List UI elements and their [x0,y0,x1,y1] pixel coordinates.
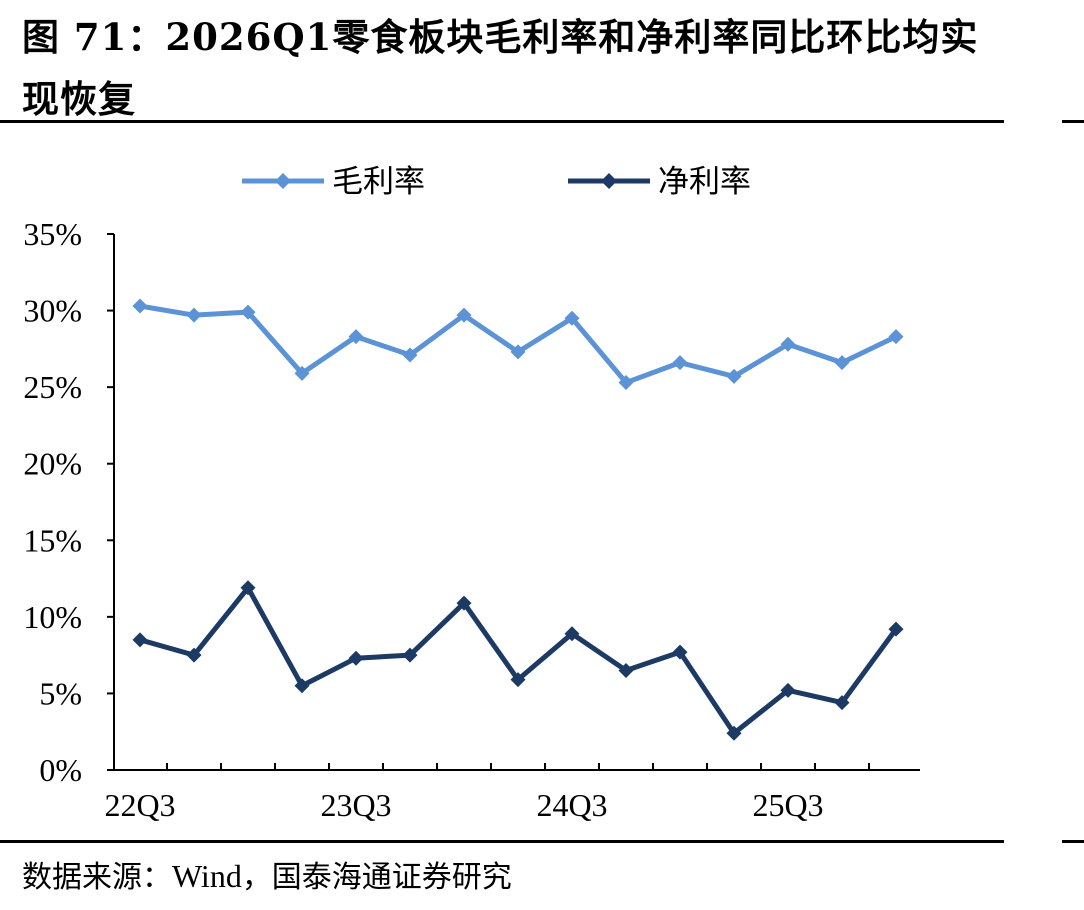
legend-swatch-marker [275,173,291,189]
data-point [456,595,472,611]
data-point [348,329,364,345]
data-point [132,632,148,648]
data-point [402,647,418,663]
data-point [402,347,418,363]
y-tick-label: 0% [39,752,82,788]
legend-swatch-marker [601,173,617,189]
axes: 0% 5% 10% 15% 20% 25% 30% 35% 22Q3 23Q3 24Q3 25Q3 [23,216,920,823]
y-tick-label: 35% [23,216,82,252]
data-point [564,310,580,326]
x-tick-label: 25Q3 [752,787,823,823]
top-rule-right [1062,120,1084,123]
top-rule [0,120,1004,123]
y-tick-label: 30% [23,293,82,329]
data-point [132,298,148,314]
data-point [456,307,472,323]
legend: 毛利率 净利率 [242,164,751,200]
legend-item-1: 毛利率 [242,164,425,200]
data-point [780,682,796,698]
legend-item-2: 净利率 [568,164,751,200]
legend-label: 毛利率 [332,164,425,200]
y-tick-label: 10% [23,599,82,635]
data-point [888,329,904,345]
source-note: 数据来源：Wind，国泰海通证券研究 [22,852,512,896]
y-tick-label: 20% [23,446,82,482]
data-point [564,626,580,642]
data-point [186,647,202,663]
data-point [672,355,688,371]
data-point [834,695,850,711]
data-point [240,304,256,320]
series-layer [132,298,904,741]
y-tick-label: 15% [23,522,82,558]
source-prefix: 数据来源： [22,860,172,895]
series-line [139,585,899,736]
y-tick-label: 25% [23,369,82,405]
series-2 [132,580,904,741]
data-point [348,650,364,666]
data-point [240,580,256,596]
data-point [888,621,904,637]
bottom-rule-right [1062,840,1084,843]
source-suffix: ，国泰海通证券研究 [241,860,512,895]
x-tick-label: 23Q3 [320,787,391,823]
data-point [186,307,202,323]
data-point [834,355,850,371]
series-1 [132,298,904,391]
source-vendor: Wind [172,858,242,894]
data-point [780,336,796,352]
data-point [618,662,634,678]
y-tick-label: 5% [39,675,82,711]
x-tick-label: 22Q3 [104,787,175,823]
data-point [726,725,742,741]
data-point [294,365,310,381]
figure-title: 图 71：2026Q1零食板块毛利率和净利率同比环比均实现恢复 [22,15,979,121]
data-point [294,678,310,694]
legend-label: 净利率 [658,164,751,200]
data-point [618,375,634,391]
data-point [672,644,688,660]
data-point [510,344,526,360]
data-point [510,672,526,688]
x-tick-label: 24Q3 [536,787,607,823]
bottom-rule [0,840,1004,843]
data-point [726,368,742,384]
